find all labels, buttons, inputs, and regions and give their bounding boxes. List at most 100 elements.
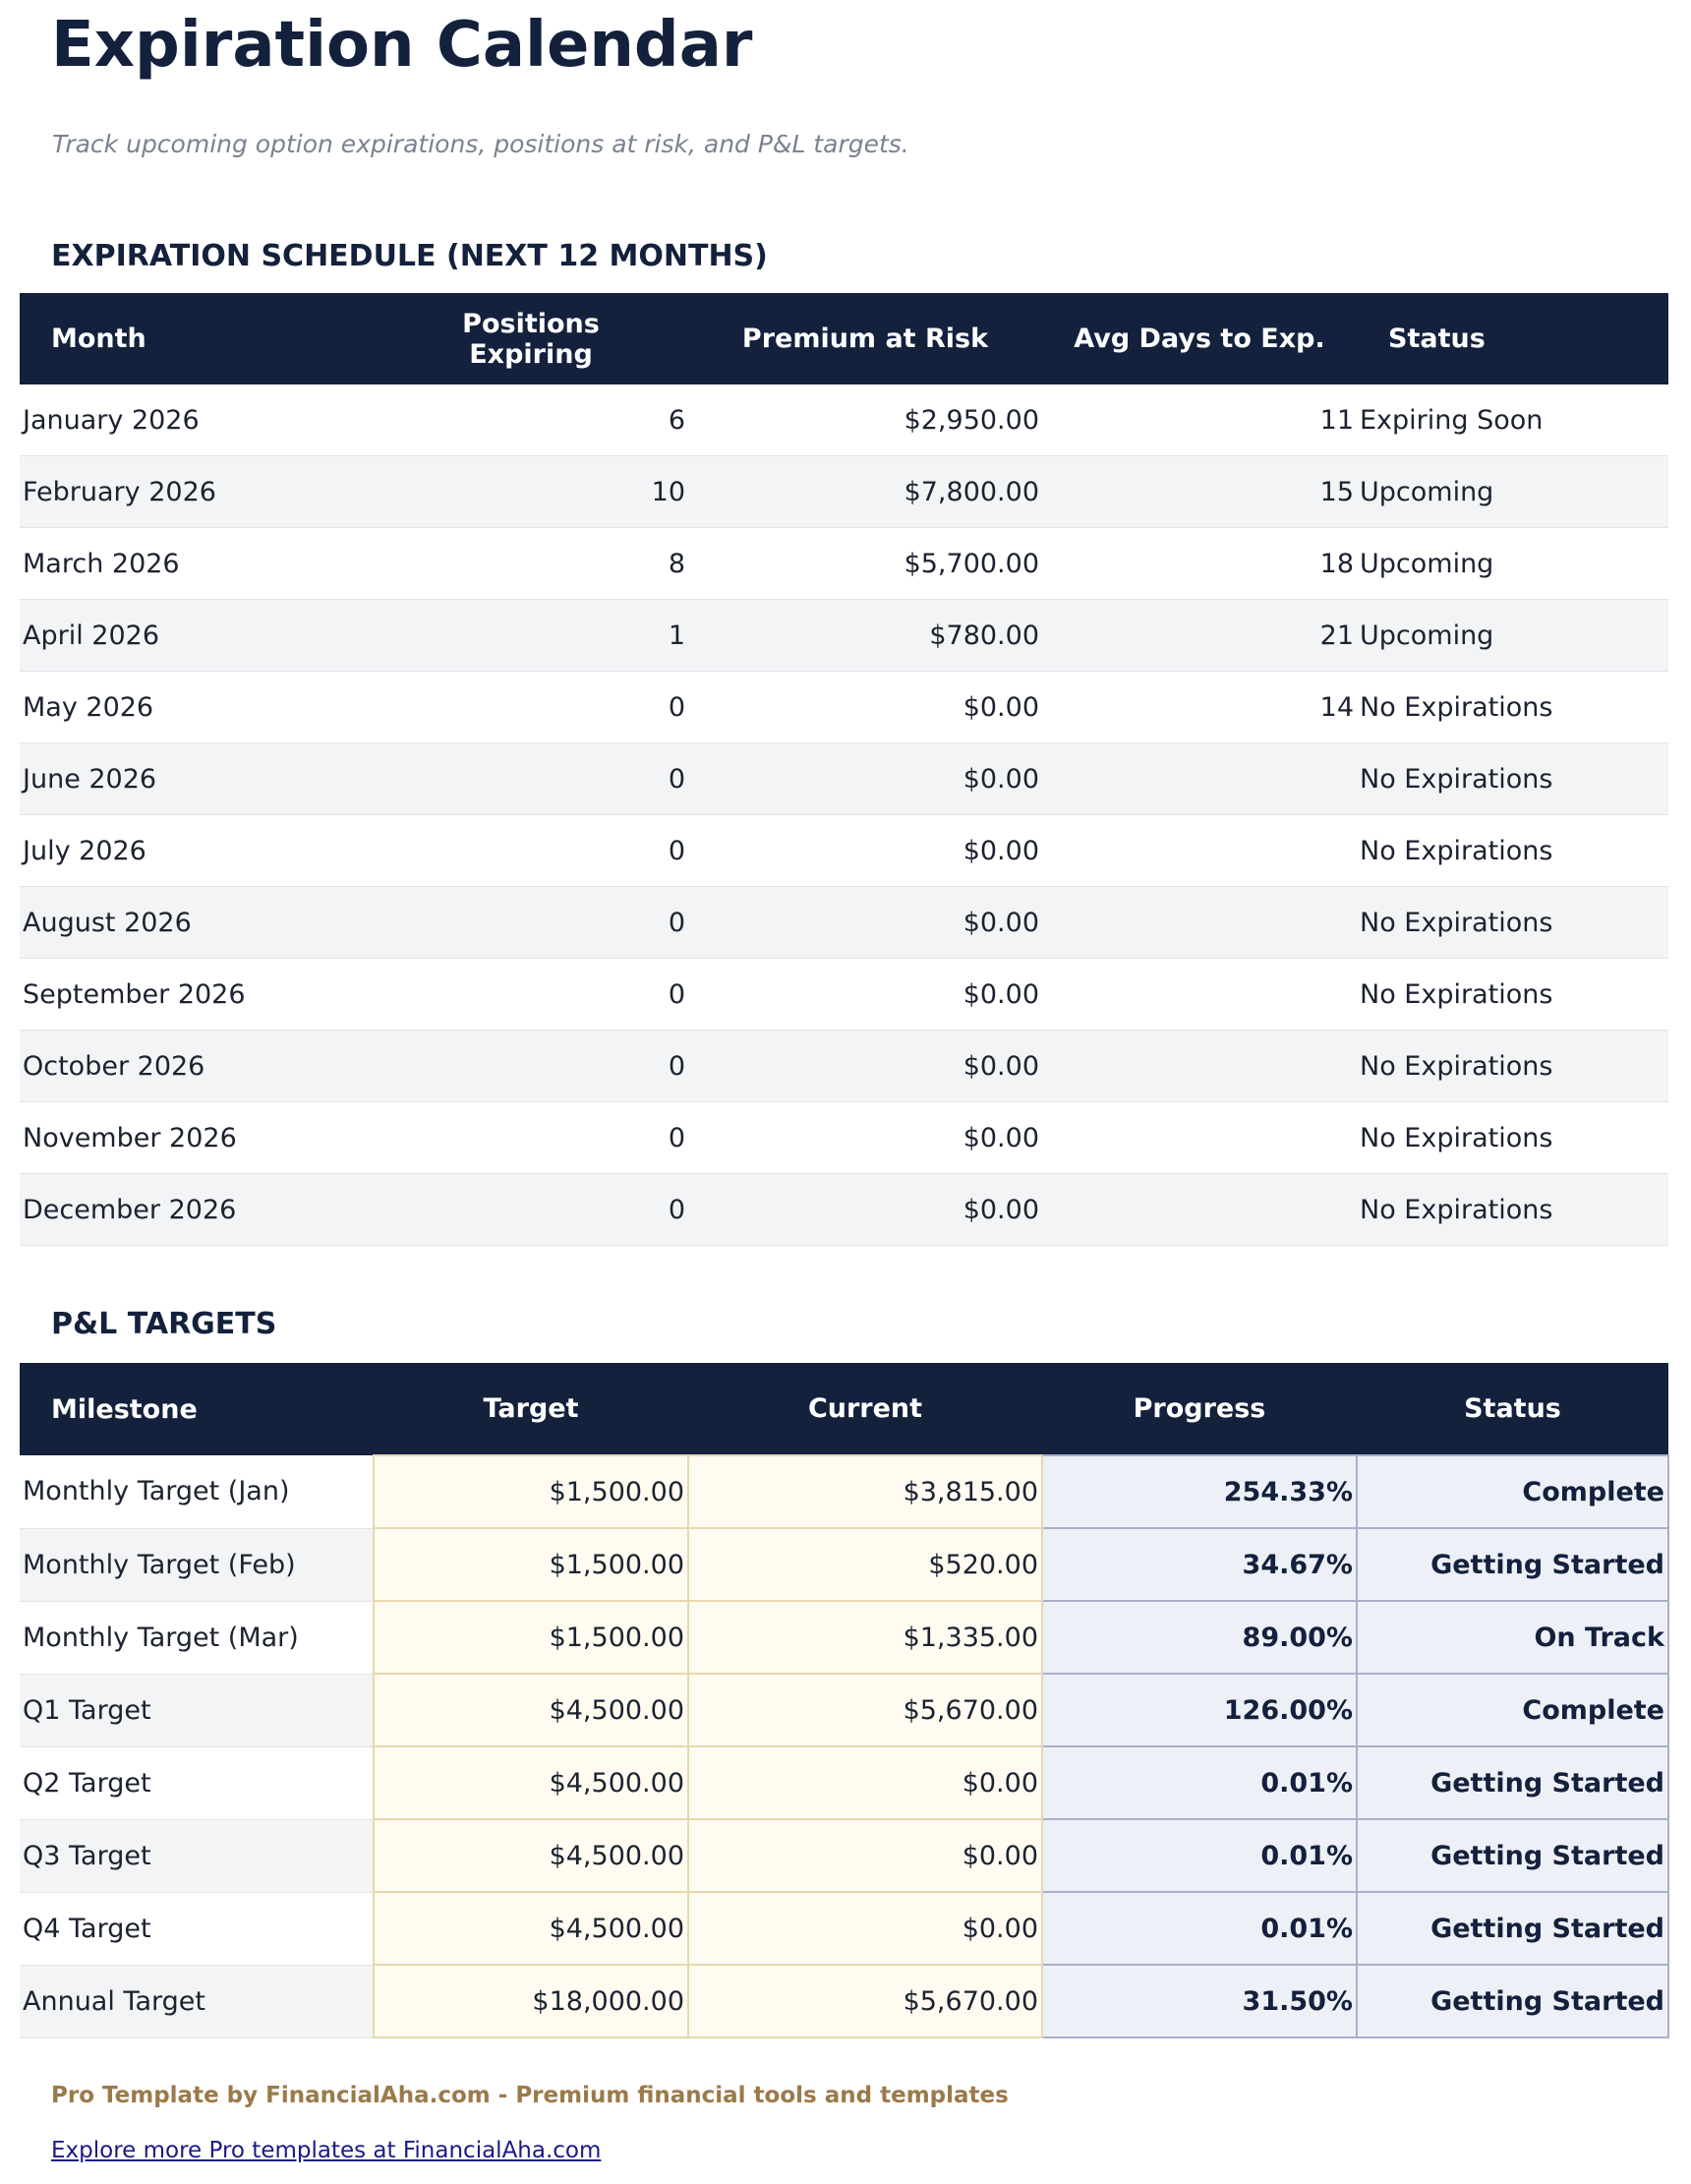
table-cell: August 2026 (20, 886, 374, 959)
table-cell: 34.67% (1041, 1527, 1358, 1602)
table-cell: Upcoming (1357, 527, 1668, 600)
table-cell: $0.00 (688, 1030, 1042, 1102)
column-header: Status (1357, 1363, 1668, 1455)
table-cell: Q2 Target (20, 1746, 374, 1820)
table-row: March 2026 8 $5,700.00 18 Upcoming (20, 527, 1668, 600)
table-cell: 11 (1042, 384, 1357, 456)
table-row: May 2026 0 $0.00 14 No Expirations (20, 671, 1668, 743)
table-cell: 18 (1042, 527, 1357, 600)
table-cell: Upcoming (1357, 455, 1668, 528)
table-cell: 0 (374, 958, 688, 1031)
table-row: July 2026 0 $0.00 No Expirations (20, 814, 1668, 887)
table-cell: $780.00 (688, 599, 1042, 672)
table-cell: July 2026 (20, 814, 374, 887)
table-cell: June 2026 (20, 742, 374, 815)
table-cell: 0 (374, 742, 688, 815)
table-cell (1042, 958, 1357, 1031)
table-cell: 21 (1042, 599, 1357, 672)
table-cell: $0.00 (687, 1818, 1043, 1893)
table-cell: 0.01% (1041, 1818, 1358, 1893)
table-cell: 14 (1042, 671, 1357, 743)
table-row: August 2026 0 $0.00 No Expirations (20, 886, 1668, 959)
section-heading: P&L TARGETS (51, 1307, 277, 1341)
table-cell: 126.00% (1041, 1673, 1358, 1747)
footer-link[interactable]: Explore more Pro templates at FinancialA… (51, 2138, 602, 2163)
page-title: Expiration Calendar (51, 9, 753, 82)
table-row: Monthly Target (Mar) $1,500.00 $1,335.00 89… (20, 1600, 1669, 1675)
table-cell: No Expirations (1357, 1101, 1668, 1174)
table-row: April 2026 1 $780.00 21 Upcoming (20, 599, 1668, 672)
table-cell: $5,700.00 (688, 527, 1042, 600)
table-cell: Monthly Target (Mar) (20, 1601, 374, 1675)
targets-table: Milestone Target Current Progress Status Mont… (20, 1363, 1669, 2038)
column-header: Current (688, 1363, 1042, 1455)
table-cell: Annual Target (20, 1965, 374, 2038)
table-cell: Getting Started (1356, 1818, 1669, 1893)
table-cell: March 2026 (20, 527, 374, 600)
table-cell (1042, 886, 1357, 959)
table-row: Q3 Target $4,500.00 $0.00 0.01% Getting Star… (20, 1818, 1669, 1893)
table-cell: $0.00 (688, 742, 1042, 815)
table-row: Annual Target $18,000.00 $5,670.00 31.50% Ge… (20, 1964, 1669, 2038)
table-cell: Getting Started (1356, 1745, 1669, 1820)
table-row: October 2026 0 $0.00 No Expirations (20, 1030, 1668, 1102)
table-cell: $1,500.00 (373, 1454, 689, 1529)
table-cell: $3,815.00 (687, 1454, 1043, 1529)
table-cell: $0.00 (688, 671, 1042, 743)
table-cell: 0 (374, 814, 688, 887)
column-header: Milestone (20, 1363, 374, 1455)
table-cell: 0 (374, 886, 688, 959)
table-cell: $5,670.00 (687, 1673, 1043, 1747)
table-cell: October 2026 (20, 1030, 374, 1102)
table-cell: Expiring Soon (1357, 384, 1668, 456)
table-cell: $4,500.00 (373, 1891, 689, 1966)
table-cell: $1,500.00 (373, 1600, 689, 1675)
table-cell: Q3 Target (20, 1819, 374, 1893)
table-cell: December 2026 (20, 1173, 374, 1246)
table-cell (1042, 742, 1357, 815)
table-cell: 0 (374, 671, 688, 743)
table-cell: January 2026 (20, 384, 374, 456)
column-header: Positions Expiring (374, 293, 688, 384)
table-cell: 0.01% (1041, 1891, 1358, 1966)
subtitle: Track upcoming option expirations, posit… (52, 130, 909, 158)
table-cell: $0.00 (688, 886, 1042, 959)
table-cell: $0.00 (688, 958, 1042, 1031)
column-header: Avg Days to Exp. (1042, 293, 1357, 384)
table-cell: Complete (1356, 1673, 1669, 1747)
table-row: September 2026 0 $0.00 No Expirations (20, 958, 1668, 1031)
footer-credit: Pro Template by FinancialAha.com - Premi… (51, 2083, 1009, 2108)
table-cell: 0 (374, 1101, 688, 1174)
table-row: Q2 Target $4,500.00 $0.00 0.01% Getting Star… (20, 1745, 1669, 1820)
table-cell: February 2026 (20, 455, 374, 528)
table-cell: 0 (374, 1030, 688, 1102)
table-cell: Upcoming (1357, 599, 1668, 672)
table-row: Q4 Target $4,500.00 $0.00 0.01% Getting Star… (20, 1891, 1669, 1966)
table-cell: November 2026 (20, 1101, 374, 1174)
table-cell: Getting Started (1356, 1527, 1669, 1602)
table-cell: 1 (374, 599, 688, 672)
table-cell: 0 (374, 1173, 688, 1246)
table-cell (1042, 814, 1357, 887)
schedule-table: Month Positions Expiring Premium at Risk Av… (20, 293, 1668, 1246)
table-cell: No Expirations (1357, 1030, 1668, 1102)
table-cell: $4,500.00 (373, 1745, 689, 1820)
table-cell: September 2026 (20, 958, 374, 1031)
column-header: Premium at Risk (688, 293, 1042, 384)
table-cell: May 2026 (20, 671, 374, 743)
table-cell: $18,000.00 (373, 1964, 689, 2038)
table-cell: Q4 Target (20, 1892, 374, 1966)
table-cell: No Expirations (1357, 671, 1668, 743)
table-cell: $0.00 (687, 1745, 1043, 1820)
table-cell (1042, 1173, 1357, 1246)
column-header: Target (374, 1363, 688, 1455)
table-cell: 6 (374, 384, 688, 456)
table-cell: $0.00 (688, 1173, 1042, 1246)
table-row: Monthly Target (Jan) $1,500.00 $3,815.00 25… (20, 1454, 1669, 1529)
table-cell: Monthly Target (Feb) (20, 1528, 374, 1602)
table-cell: Complete (1356, 1454, 1669, 1529)
table-cell: $4,500.00 (373, 1673, 689, 1747)
table-cell: 254.33% (1041, 1454, 1358, 1529)
table-cell: 89.00% (1041, 1600, 1358, 1675)
